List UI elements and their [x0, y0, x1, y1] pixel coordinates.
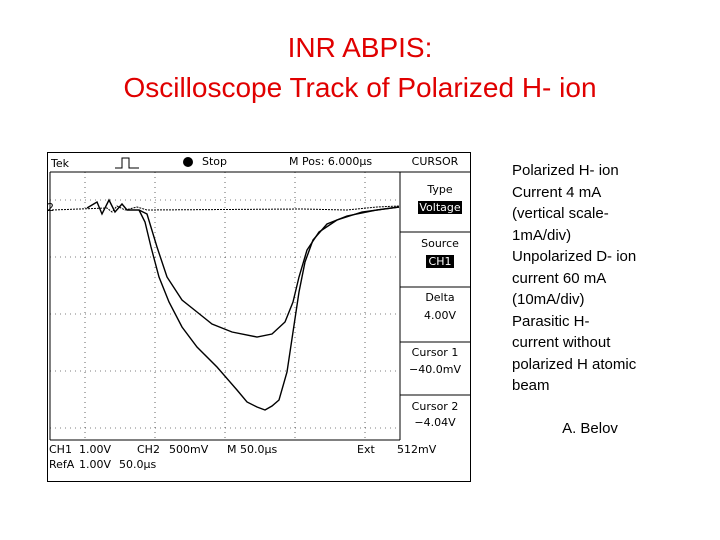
description-line: (vertical scale-: [512, 205, 609, 222]
footer-text: CH1: [49, 443, 72, 456]
footer-text: Ext: [357, 443, 375, 456]
author: A. Belov: [562, 420, 618, 437]
description-line: current 60 mA: [512, 269, 607, 287]
menu-label: Delta: [425, 291, 454, 304]
menu-value: CH1: [429, 255, 452, 268]
brand: Tek: [50, 157, 70, 170]
menu-label: Type: [426, 183, 452, 196]
menu-label: Source: [421, 237, 459, 250]
description-line: current without: [512, 334, 611, 351]
footer-text: CH2: [137, 443, 160, 456]
title-line: Oscilloscope Track of Polarized H- ion: [123, 72, 597, 103]
menu-value: 4.00V: [424, 309, 456, 322]
menu-value: −4.04V: [414, 416, 456, 429]
menu-value: Voltage: [419, 201, 460, 214]
description-line: 1mA/div): [512, 226, 572, 244]
menu-highlight: [426, 255, 454, 268]
run-indicator: [183, 157, 193, 167]
title-line: INR ABPIS:: [287, 32, 433, 63]
channel-marker: 2: [47, 201, 54, 214]
graticule: [50, 172, 400, 440]
description-line: beam: [512, 377, 550, 394]
description-line: (10mA/div): [512, 291, 585, 308]
description-line: Unpolarized D- ion: [512, 248, 637, 265]
description: Polarized H- ion Current 4 mA (vertical sc…: [512, 160, 636, 397]
description-line: Polarized H- ion: [512, 162, 619, 179]
footer-text: 512mV: [397, 443, 437, 456]
description-line: Parasitic H-: [512, 312, 590, 330]
deuteron-trace: [86, 198, 400, 411]
parasitic-trace: [51, 205, 400, 213]
status: Stop: [202, 155, 227, 168]
polarized-trace: [138, 206, 400, 338]
menu-highlight: [418, 201, 462, 214]
footer-text: 1.00V: [79, 458, 111, 471]
footer-text: 500mV: [169, 443, 209, 456]
menu-value: −40.0mV: [409, 363, 461, 376]
trigger-icon: [115, 157, 139, 169]
footer-text: M 50.0µs: [227, 443, 277, 456]
menu-title: CURSOR: [412, 155, 459, 168]
description-line: polarized H atomic: [512, 355, 637, 373]
footer-text: 50.0µs: [119, 458, 156, 471]
screen-border: [47, 152, 471, 482]
menu-label: Cursor 2: [412, 400, 459, 413]
oscilloscope-screen: Tek Stop M Pos: 6.000µs 2 CURSOR Type Vo…: [47, 152, 471, 482]
menu-label: Cursor 1: [412, 346, 459, 359]
description-line: Current 4 mA: [512, 183, 602, 201]
position: M Pos: 6.000µs: [289, 155, 372, 168]
footer-text: RefA: [49, 458, 75, 471]
footer-text: 1.00V: [79, 443, 111, 456]
